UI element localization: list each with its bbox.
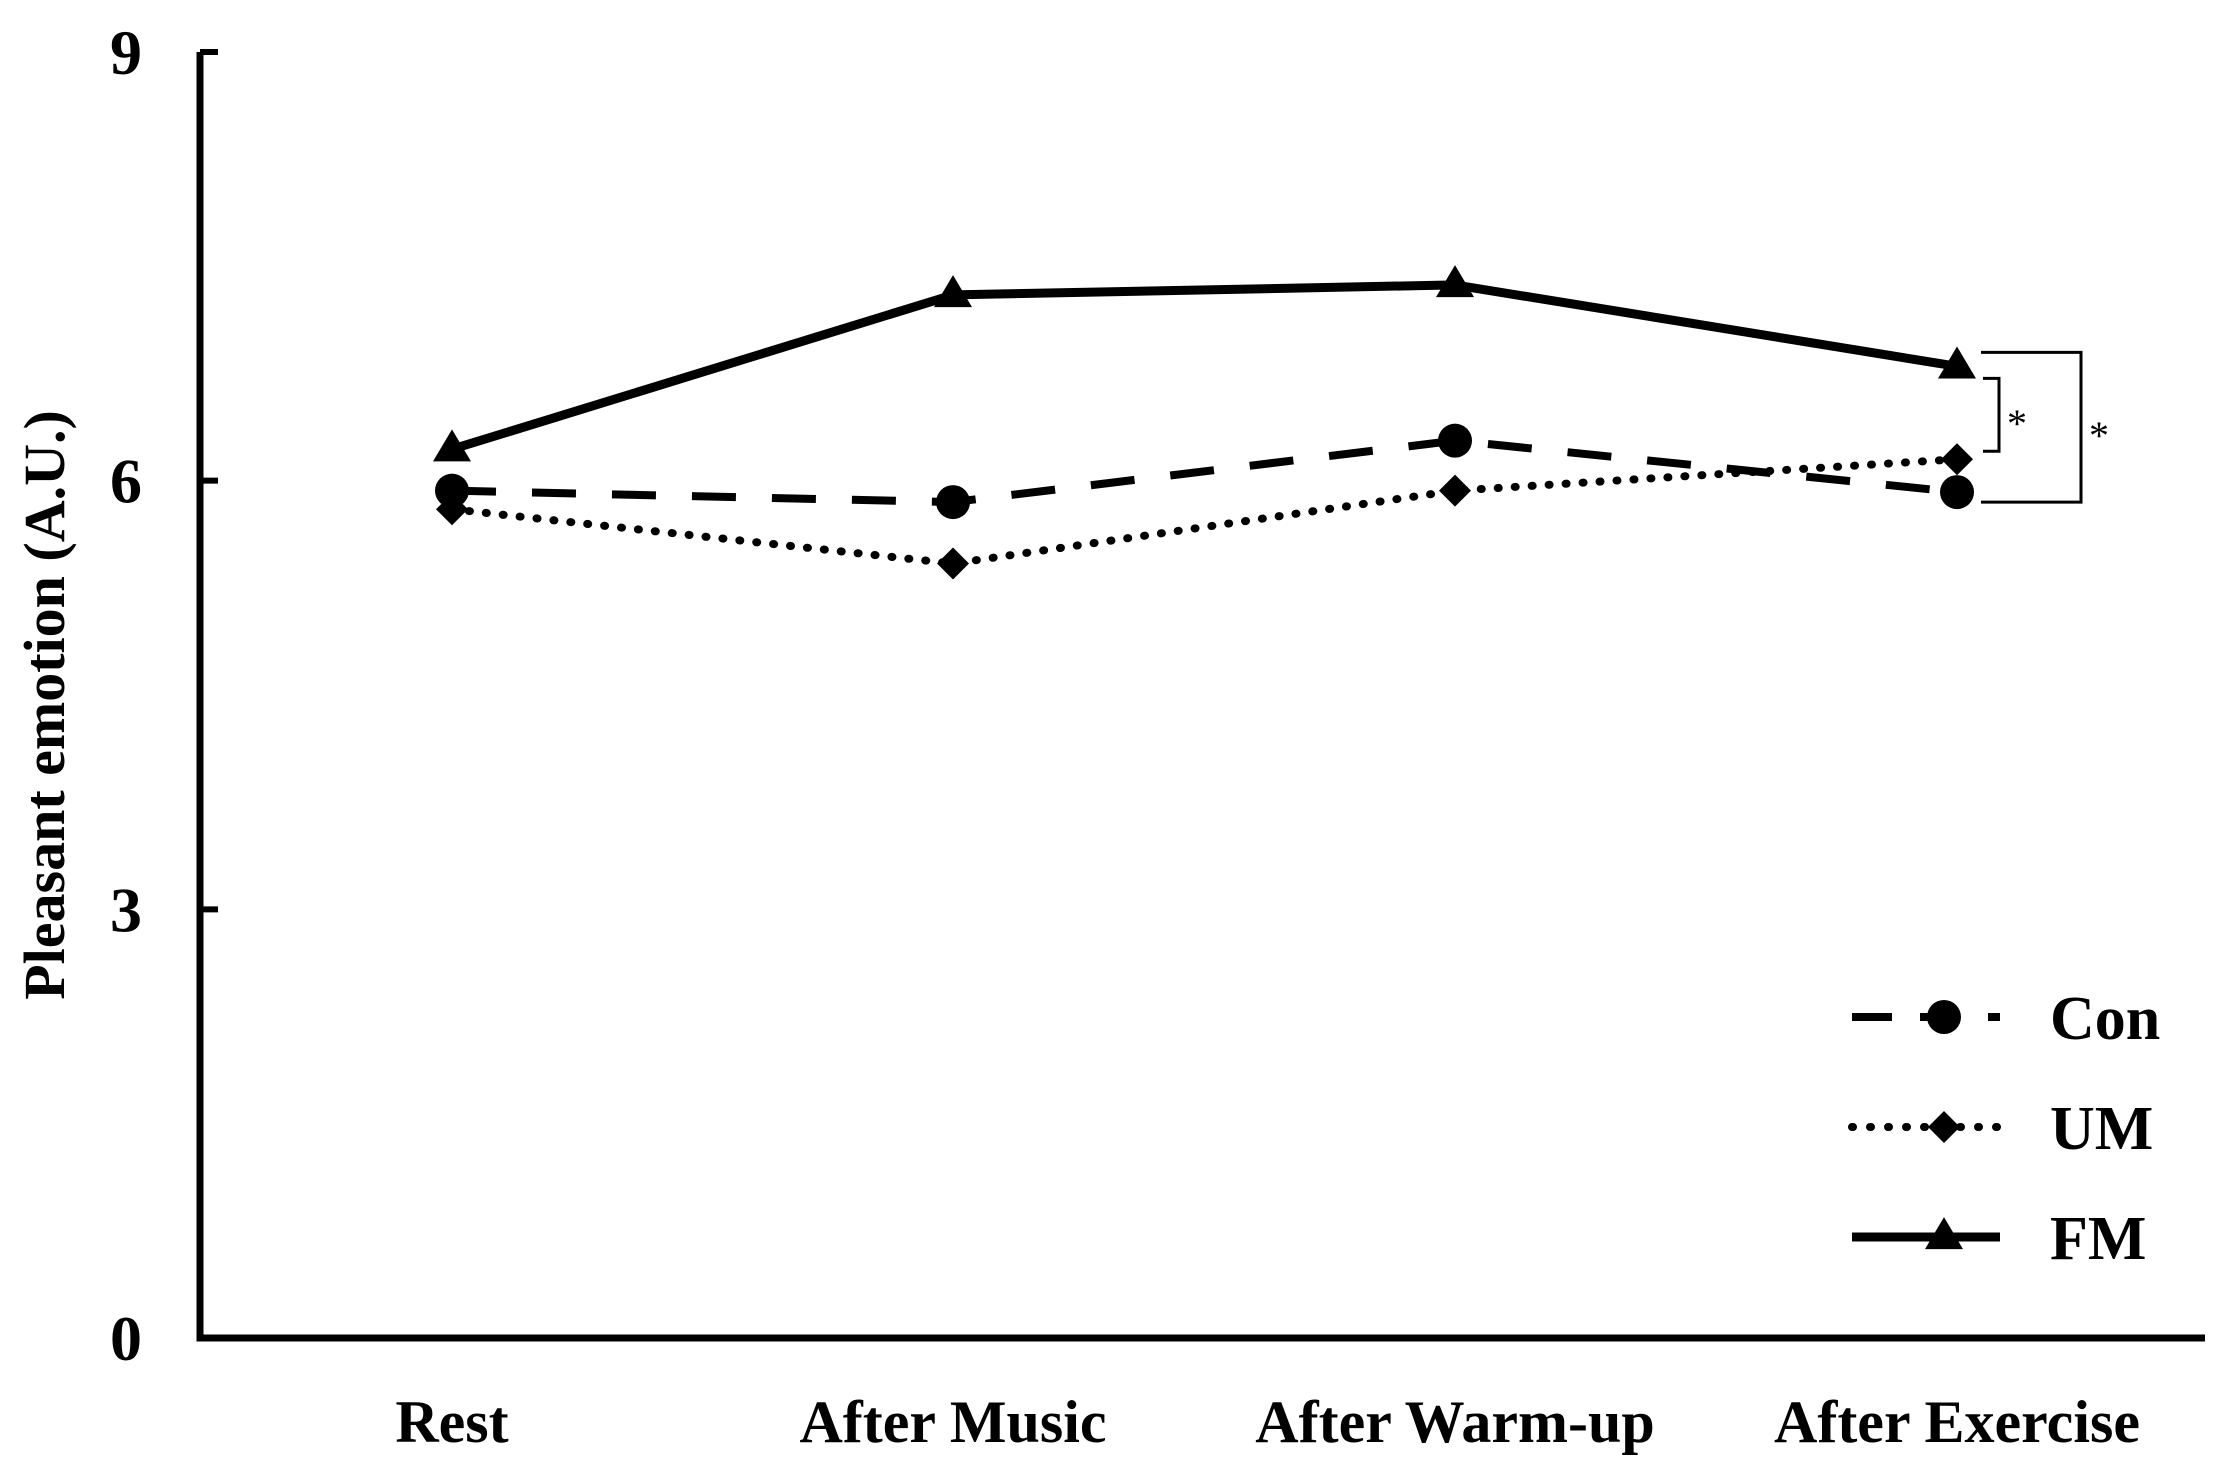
significance-bracket: *	[1981, 350, 2109, 504]
significance-bracket: *	[1983, 376, 2027, 453]
marker-diamond	[1928, 1111, 1960, 1143]
marker-triangle	[934, 275, 972, 308]
marker-circle	[1927, 1000, 1961, 1034]
series-lines	[433, 265, 1976, 580]
legend-label: FM	[2050, 1205, 2146, 1273]
significance-brackets: * *	[1981, 350, 2109, 504]
series-line	[451, 436, 1958, 507]
marker-triangle	[433, 429, 471, 462]
legend-label: Con	[2050, 985, 2160, 1053]
marker-diamond	[937, 547, 969, 580]
y-tick-label: 9	[110, 17, 142, 88]
legend-item-con: Con	[1852, 985, 2160, 1053]
marker-diamond	[1941, 443, 1973, 476]
legend-item-um: UM	[1848, 1095, 2153, 1163]
y-tick-label: 0	[110, 1303, 142, 1374]
series-um	[436, 443, 1973, 580]
legend-item-fm: FM	[1852, 1205, 2146, 1273]
significance-star: *	[2007, 401, 2027, 446]
marker-circle	[1940, 475, 1974, 510]
bracket-line	[1981, 350, 2083, 504]
series-fm	[433, 265, 1976, 462]
series-line	[450, 280, 1958, 454]
x-category-label: Rest	[395, 1389, 508, 1455]
marker-triangle	[1436, 265, 1474, 298]
x-category-labels: Rest After Music After Warm-up After Exerci…	[395, 1389, 2140, 1455]
marker-circle	[435, 473, 469, 508]
marker-triangle	[1925, 1217, 1963, 1250]
x-category-label: After Music	[799, 1389, 1106, 1455]
marker-diamond	[436, 493, 468, 526]
axes	[196, 52, 2205, 1342]
y-tick-label: 6	[110, 446, 142, 517]
series-line	[448, 455, 1961, 568]
series-con	[435, 423, 1974, 520]
marker-circle	[936, 485, 970, 520]
legend: Con UM FM	[1848, 985, 2160, 1273]
marker-circle	[1438, 423, 1472, 458]
y-tick-label: 3	[110, 874, 142, 945]
y-ticks: 0 3 6 9	[110, 17, 218, 1374]
marker-triangle	[1938, 346, 1976, 379]
bracket-line	[1983, 376, 2001, 453]
marker-diamond	[1439, 474, 1471, 507]
legend-label: UM	[2050, 1095, 2153, 1163]
x-category-label: After Exercise	[1774, 1389, 2140, 1455]
x-category-label: After Warm-up	[1255, 1389, 1654, 1455]
y-axis-label: Pleasant emotion (A.U.)	[12, 410, 77, 1000]
significance-star: *	[2089, 413, 2109, 458]
